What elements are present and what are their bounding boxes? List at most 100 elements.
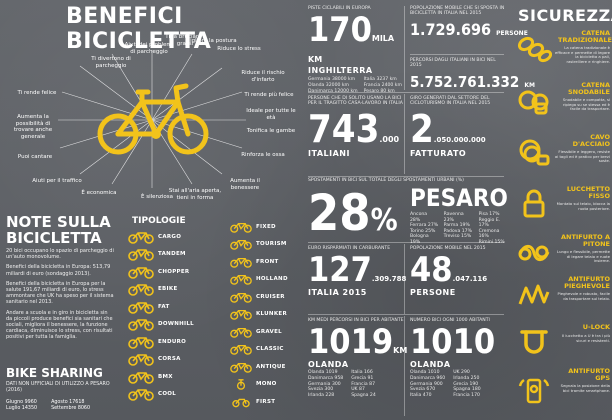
benefit-label: Aiuti dei problemi di parcheggio [124,42,174,55]
stat-unit: KM [524,81,535,89]
folding-lock-icon [518,284,550,305]
bicycle-icon [128,319,154,332]
benefit-label: Puoi cantare [17,154,53,160]
type-item: GRAVEL [230,323,290,341]
bike-sharing-col: Agosto 17618 Settembre 8060 [51,400,90,412]
padlock-icon [523,189,545,218]
type-label: ANTIQUE [256,363,286,370]
stat-urban-value: 28% [308,186,398,240]
stat-label: POPOLAZIONE MOBILE CHE SI SPOSTA IN BICI… [410,6,505,17]
stat-list-item: Reggio E. 17% [478,217,501,229]
stat-list-item: Olanda 1019 [308,370,338,376]
bicycle-icon [230,310,252,321]
divider [404,94,405,174]
stat-list-item: Treviso 15% [443,234,472,240]
stat-fuel-saved: EURO RISPARMIATI IN CARBURANTE 127.309.7… [308,246,407,297]
stat-list-item: Italia 3237 km [363,77,397,83]
stat-unit: PERSONE [410,288,456,298]
security-item-desc: Snodabile e compatta, si ripiega su se s… [562,97,610,112]
bike-sharing-month: Agosto 17618 [51,400,85,405]
stat-label: POPOLAZIONE MOBILE NEL 2015 [410,246,486,251]
security-item-desc: Il lucchetto a U è tra i più sicuri e re… [561,333,610,343]
type-item: CHOPPER [128,263,189,281]
type-item: ENDURO [128,333,188,351]
bike-sharing-month: Settembre 8060 [51,406,91,411]
unicycle-icon [236,379,246,391]
stat-unit: PERSONE [496,29,528,37]
type-label: CLASSIC [256,346,284,353]
stat-list: Olanda 1019 Danimarca 958 Germania 300 S… [308,370,343,398]
stat-unit: FATTURATO [410,148,467,158]
stat-list-item: Bologna 19% [410,234,429,245]
stat-list-item: Francia 87 [351,381,376,387]
benefit-label: Riduce lo stress [217,46,261,52]
stat-value-suffix: .309.788 [371,275,407,284]
type-label: TOURISM [256,241,287,248]
u-lock-icon [520,330,548,354]
type-label: BMX [158,373,173,380]
bicycle-icon [230,222,252,233]
types-list-left: CARGO TANDEM CHOPPER EBIKE FAT DOWNHILL … [128,228,194,403]
stat-value: 2 [410,106,434,151]
stat-list-item: Irlanda 250 [453,376,480,381]
security-item-name: CATENA SNODABILE [567,81,610,96]
benefit-label: Ti divertono di parcheggio [91,56,131,69]
stat-mobile-population: POPOLAZIONE MOBILE CHE SI SPOSTA IN BICI… [410,6,528,39]
bicycle-icon [128,266,154,279]
type-label: KLUNKER [256,311,287,318]
stat-value-suffix: .000 [379,134,400,144]
stat-value: 743 [308,106,380,151]
stat-label: NUMERO BICI OGNI 1000 ABITANTI [410,318,490,323]
type-label: HOLLAND [256,276,288,283]
benefit-label: Aumenta il benessere [230,178,260,191]
note-paragraph: Andare a scuola e in giro in bicicletta … [6,309,113,341]
gps-icon [518,378,550,404]
benefit-label: Aiuti per il traffico [32,178,82,184]
stat-list: Olanda 1010 Danimarca 960 Germania 900 S… [410,370,445,398]
stat-list-item: Torino 25% [410,228,436,234]
bike-sharing-subtitle: DATI NON UFFICIALI DI UTILIZZO A PESARO … [6,382,110,393]
divider [308,92,504,93]
stat-unit: KM [393,346,408,356]
type-label: GRAVEL [256,328,282,335]
type-label: FIRST [256,398,276,405]
divider [404,6,405,90]
stat-mobile-population-2015: POPOLAZIONE MOBILE NEL 2015 48.047.116 P… [410,246,506,297]
stat-country: OLANDA [410,360,451,370]
security-item: ANTIFURTO PIEGHEVOLE Pieghevole e robust… [510,276,612,322]
type-item: ANTIQUE [230,358,290,376]
type-item: HOLLAND [230,271,290,289]
left-panel: BENEFICI BICICLETTA [0,0,300,420]
type-item: TOURISM [230,236,290,254]
cable-lock-icon [519,139,550,166]
stat-list-item: Padova 17% [443,228,472,234]
stat-cycle-lanes: PISTE CICLABILI IN EUROPA 170MILA KM ING… [308,6,404,94]
stat-list-item: UK 87 [351,387,365,393]
stat-list-item: Ravenna 23% [443,212,464,223]
stat-list-item: Pesaro 80 km [363,88,395,94]
stat-label: PERCORSI DAGLI ITALIANI IN BICI NEL 2015 [410,58,496,69]
stat-list: Italia 3237 km Francia 2400 km Pesaro 80… [364,77,402,94]
bike-illustration-area: Ti divertono di parcheggio Aiuti dei pro… [0,28,300,208]
bike-sharing-title: BIKE SHARING [6,366,103,380]
bicycle-icon [128,249,154,262]
stat-list-item: Olanda 32000 km [308,83,350,88]
security-item-name: CATENA TRADIZIONALE [558,29,612,44]
types-list-right: FIXED TOURISM FRONT HOLLAND CRUISER KLUN… [230,218,290,411]
stat-unit: MILA KM [308,34,395,65]
stat-list-item: Pisa 17% [478,212,500,217]
stat-list: Germania 38000 km Olanda 32000 km Danima… [308,77,358,94]
security-item-desc: Montato sul telaio, blocca la ruota post… [556,201,610,211]
stat-list-item: Danimarca 12000 km [308,88,358,94]
benefit-label: Ideale per tutte le età [246,108,296,121]
security-item: CATENA TRADIZIONALE La catena tradiziona… [510,30,612,76]
benefit-label: Ti fa bruciare i grassi [165,34,205,47]
type-item: CRUISER [230,288,290,306]
stat-list-item: Spagna 24 [351,392,376,398]
stat-list-item: Olanda 1010 [410,370,440,376]
bicycle-icon [128,231,154,244]
bicycle-icon [230,275,252,286]
stat-label: GIRO GENERATI DAL SETTORE DEL CICLOTURIS… [410,96,491,107]
divider [308,176,504,177]
stat-cycletourism: GIRO GENERATI DAL SETTORE DEL CICLOTURIS… [410,96,506,158]
